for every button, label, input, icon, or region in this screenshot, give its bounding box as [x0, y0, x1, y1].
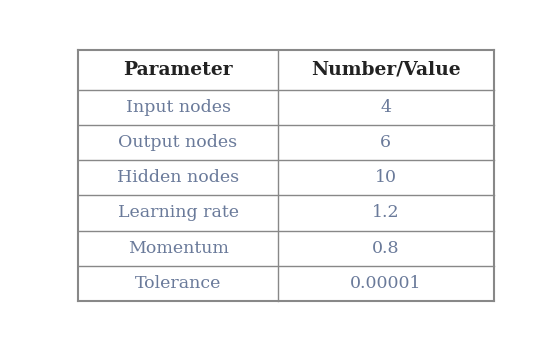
Text: Parameter: Parameter: [123, 61, 233, 79]
Text: 4: 4: [380, 99, 391, 116]
Text: 0.8: 0.8: [372, 240, 400, 257]
Text: 0.00001: 0.00001: [350, 275, 421, 292]
Text: Momentum: Momentum: [128, 240, 228, 257]
Text: 10: 10: [374, 169, 397, 186]
Text: Number/Value: Number/Value: [311, 61, 460, 79]
Text: Tolerance: Tolerance: [135, 275, 221, 292]
Text: Output nodes: Output nodes: [118, 134, 238, 151]
Text: 6: 6: [380, 134, 391, 151]
Text: Hidden nodes: Hidden nodes: [117, 169, 239, 186]
Text: Input nodes: Input nodes: [126, 99, 230, 116]
Text: Learning rate: Learning rate: [118, 204, 238, 221]
Text: 1.2: 1.2: [372, 204, 400, 221]
